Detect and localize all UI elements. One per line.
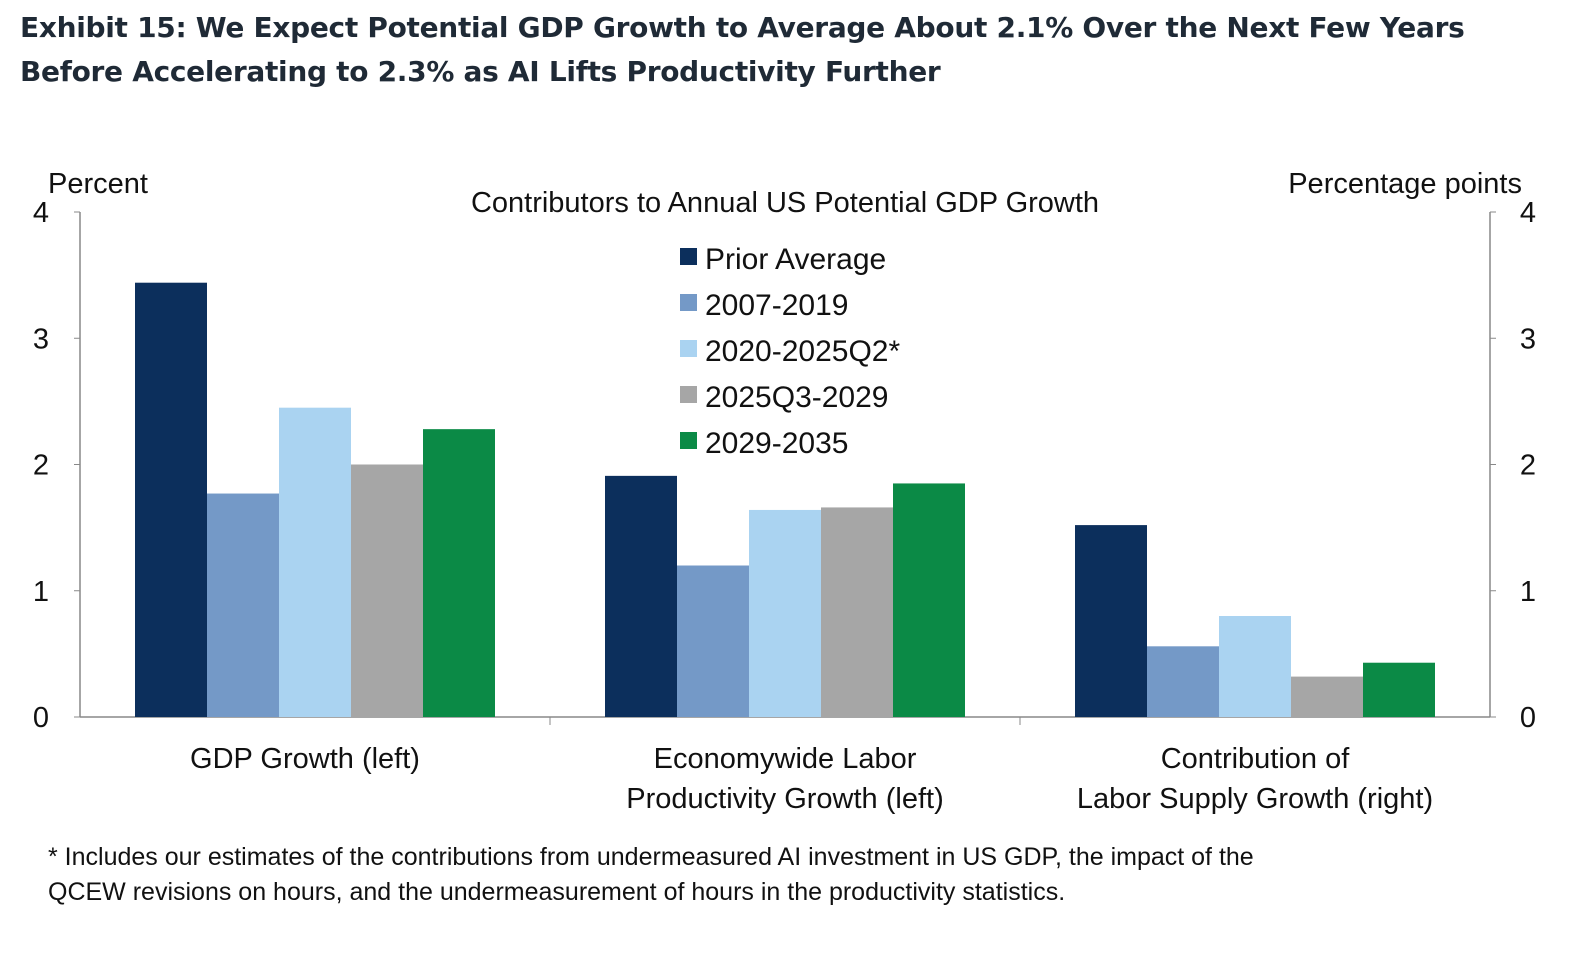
title-line-1: Exhibit 15: We Expect Potential GDP Grow… — [20, 11, 1465, 44]
bar — [135, 282, 207, 717]
chart-title: Contributors to Annual US Potential GDP … — [471, 187, 1099, 219]
bar — [605, 475, 677, 717]
bar — [351, 464, 423, 717]
bar — [1147, 646, 1219, 717]
left-tick-label: 4 — [33, 197, 49, 229]
right-tick-label: 4 — [1520, 197, 1536, 229]
legend-label: 2025Q3-2029 — [705, 381, 889, 414]
bar — [749, 509, 821, 717]
legend-swatch — [680, 386, 697, 403]
right-axis-label: Percentage points — [1288, 168, 1522, 200]
bar — [207, 493, 279, 717]
legend-label: 2007-2019 — [705, 289, 848, 322]
bar — [677, 565, 749, 717]
right-tick-label: 2 — [1520, 450, 1536, 482]
legend-swatch — [680, 294, 697, 311]
category-label: Productivity Growth (left) — [626, 783, 943, 815]
bar — [821, 507, 893, 717]
footnote-line-2: QCEW revisions on hours, and the underme… — [48, 878, 1066, 906]
right-tick-label: 0 — [1520, 702, 1536, 734]
category-label: Labor Supply Growth (right) — [1077, 783, 1433, 815]
category-label: Contribution of — [1161, 743, 1351, 775]
legend-label: 2020-2025Q2* — [705, 335, 900, 368]
category-label: Economywide Labor — [654, 743, 917, 775]
exhibit-title: Exhibit 15: We Expect Potential GDP Grow… — [20, 6, 1465, 94]
legend-swatch — [680, 340, 697, 357]
bar — [1075, 525, 1147, 717]
legend-swatch — [680, 248, 697, 265]
bar — [893, 483, 965, 717]
footnote-line-1: * Includes our estimates of the contribu… — [48, 843, 1254, 871]
legend-label: Prior Average — [705, 243, 886, 276]
bar — [1219, 616, 1291, 717]
left-tick-label: 3 — [33, 323, 49, 355]
footnote: * Includes our estimates of the contribu… — [48, 840, 1548, 910]
left-axis-label: Percent — [48, 168, 148, 200]
left-tick-label: 1 — [33, 576, 49, 608]
legend-label: 2029-2035 — [705, 427, 848, 460]
bar — [1363, 662, 1435, 717]
bar — [279, 407, 351, 717]
right-tick-label: 3 — [1520, 323, 1536, 355]
left-tick-label: 0 — [33, 702, 49, 734]
left-tick-label: 2 — [33, 450, 49, 482]
bar — [423, 429, 495, 717]
legend-swatch — [680, 432, 697, 449]
bar — [1291, 676, 1363, 717]
title-line-2: Before Accelerating to 2.3% as AI Lifts … — [20, 55, 941, 88]
category-label: GDP Growth (left) — [190, 743, 420, 775]
right-tick-label: 1 — [1520, 576, 1536, 608]
